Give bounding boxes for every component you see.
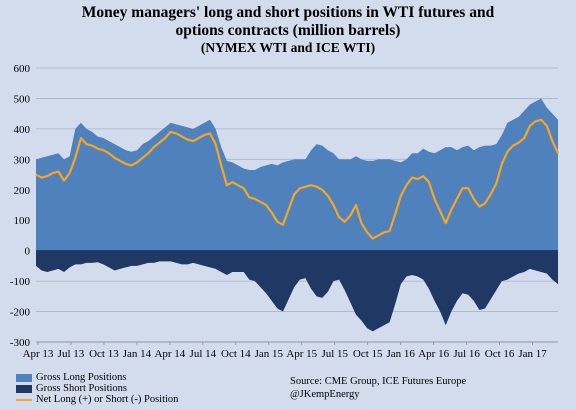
x-tick-label: Jul 14: [190, 348, 217, 360]
legend-swatch-long: [16, 373, 32, 382]
x-tick-label: Apr 15: [286, 348, 317, 360]
x-tick-label: Jan 16: [386, 348, 415, 360]
y-tick-label: -100: [10, 276, 31, 288]
legend-item-long: Gross Long Positions: [16, 372, 178, 383]
legend-item-net: Net Long (+) or Short (-) Position: [16, 394, 178, 405]
y-tick-label: 600: [14, 63, 31, 75]
x-tick-label: Jan 15: [255, 348, 284, 360]
legend: Gross Long Positions Gross Short Positio…: [16, 372, 178, 405]
x-tick-label: Jul 15: [321, 348, 348, 360]
source-note: Source: CME Group, ICE Futures Europe @J…: [290, 375, 466, 401]
y-tick-label: 100: [14, 215, 31, 227]
series-net-line: [35, 118, 559, 240]
legend-item-short: Gross Short Positions: [16, 383, 178, 394]
y-tick-label: -300: [10, 337, 31, 349]
legend-label-net: Net Long (+) or Short (-) Position: [36, 394, 179, 405]
x-tick-label: Apr 14: [154, 348, 185, 360]
legend-swatch-net: [16, 398, 32, 401]
x-tick-label: Jan 14: [123, 348, 152, 360]
legend-label-short: Gross Short Positions: [36, 383, 128, 394]
y-tick-label: -200: [10, 307, 31, 319]
legend-swatch-short: [16, 384, 32, 393]
x-tick-label: Jan 17: [518, 348, 547, 360]
author-handle: @JKempEnergy: [290, 389, 360, 400]
x-tick-label: Apr 16: [418, 348, 449, 360]
x-tick-label: Oct 14: [221, 348, 251, 360]
chart-title-line-1: Money managers' long and short positions…: [81, 4, 495, 21]
y-tick-label: 300: [14, 154, 31, 166]
y-tick-label: 0: [25, 246, 31, 258]
series-gross-short-area: [36, 250, 558, 332]
chart-subtitle: (NYMEX WTI and ICE WTI): [200, 40, 376, 55]
x-tick-label: Oct 15: [353, 348, 383, 360]
x-tick-label: Oct 13: [89, 348, 119, 360]
x-tick-label: Apr 13: [23, 348, 54, 360]
x-tick-label: Jul 13: [58, 348, 85, 360]
x-tick-label: Jul 16: [453, 348, 480, 360]
y-tick-label: 200: [14, 185, 31, 197]
source-line: Source: CME Group, ICE Futures Europe: [290, 376, 467, 387]
y-tick-label: 500: [14, 93, 31, 105]
legend-label-long: Gross Long Positions: [36, 372, 127, 383]
chart-title-line-2: options contracts (million barrels): [175, 22, 401, 39]
chart-title-block: Money managers' long and short positions…: [0, 4, 576, 56]
x-tick-label: Oct 16: [485, 348, 515, 360]
y-tick-label: 400: [14, 124, 31, 136]
